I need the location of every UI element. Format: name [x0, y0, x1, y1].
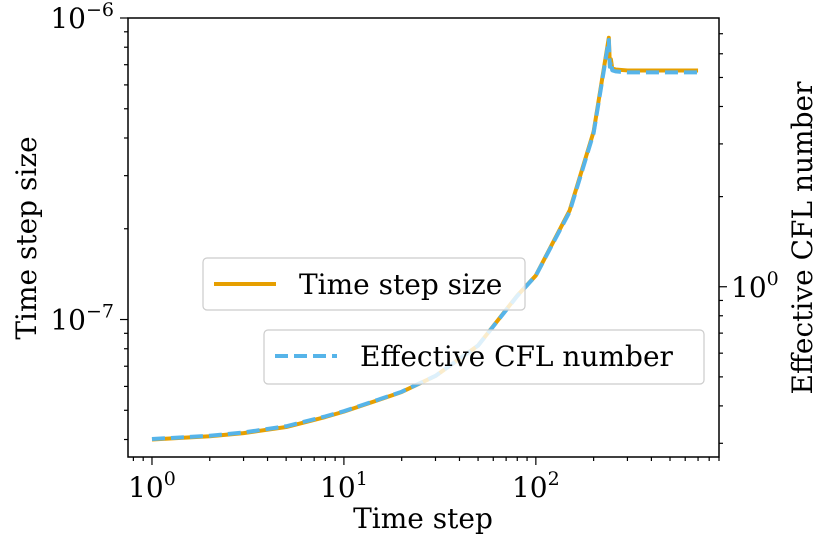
- ticks-layer: 100 101 102 10−7 10−6 100: [50, 0, 778, 504]
- y2-tick-label: 100: [731, 268, 779, 304]
- legend-label-effective-cfl: Effective CFL number: [360, 340, 674, 373]
- x-tick-label: 102: [512, 468, 560, 504]
- legend-time-step-size: Time step size: [202, 257, 526, 311]
- x-tick-label: 100: [128, 468, 176, 504]
- series-line-1: [151, 38, 699, 442]
- y-tick-label: 10−6: [50, 0, 114, 35]
- x-axis-label: Time step: [353, 502, 493, 535]
- legend-box-2: [263, 329, 705, 385]
- y2-axis-label: Effective CFL number: [786, 81, 819, 395]
- legend-effective-cfl: Effective CFL number: [263, 329, 705, 385]
- y-tick-label: 10−7: [50, 301, 114, 337]
- legend-label-time-step-size: Time step size: [299, 268, 502, 301]
- plot-area: [127, 17, 720, 458]
- y-axis-label: Time step size: [10, 136, 43, 339]
- legend-box-1: [202, 257, 526, 311]
- series-layer: [151, 35, 699, 442]
- x-tick-label: 101: [320, 468, 368, 504]
